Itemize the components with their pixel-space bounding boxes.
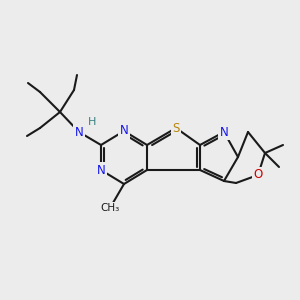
Text: N: N: [120, 124, 128, 137]
Text: N: N: [75, 125, 83, 139]
Text: N: N: [220, 125, 228, 139]
Text: N: N: [97, 164, 105, 176]
Text: H: H: [88, 117, 96, 127]
Text: CH₃: CH₃: [100, 203, 120, 213]
Text: O: O: [254, 169, 262, 182]
Text: S: S: [172, 122, 180, 134]
